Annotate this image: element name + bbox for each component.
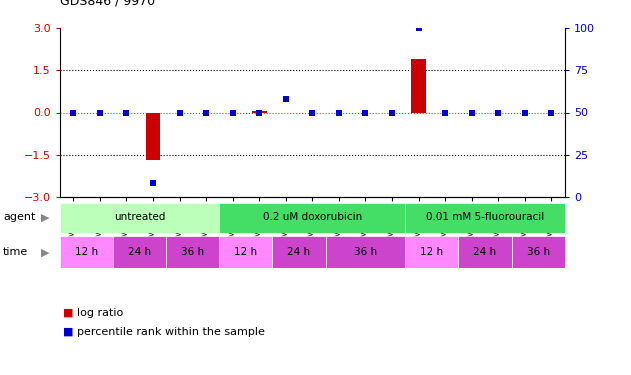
- Text: ■: ■: [63, 327, 74, 337]
- Point: [201, 110, 211, 116]
- Text: 36 h: 36 h: [181, 247, 204, 257]
- Point: [228, 110, 238, 116]
- Text: log ratio: log ratio: [77, 308, 123, 318]
- Point: [281, 96, 291, 102]
- Bar: [220, 202, 405, 232]
- Bar: [405, 236, 459, 268]
- Text: 0.01 mM 5-fluorouracil: 0.01 mM 5-fluorouracil: [426, 213, 544, 222]
- Text: time: time: [3, 247, 28, 257]
- Bar: [60, 202, 220, 232]
- Point: [493, 110, 504, 116]
- Bar: [252, 111, 266, 112]
- Bar: [405, 202, 565, 232]
- Point: [360, 110, 370, 116]
- Bar: [459, 236, 512, 268]
- Text: 36 h: 36 h: [354, 247, 377, 257]
- Text: 24 h: 24 h: [288, 247, 310, 257]
- Point: [254, 110, 264, 116]
- Bar: [220, 236, 273, 268]
- Bar: [273, 236, 326, 268]
- Bar: [512, 236, 565, 268]
- Point: [95, 110, 105, 116]
- Point: [121, 110, 131, 116]
- Point: [467, 110, 477, 116]
- Point: [520, 110, 530, 116]
- Text: 12 h: 12 h: [234, 247, 257, 257]
- Text: 12 h: 12 h: [75, 247, 98, 257]
- Bar: [411, 59, 426, 112]
- Text: ▶: ▶: [41, 247, 49, 257]
- Text: agent: agent: [3, 213, 35, 222]
- Text: 12 h: 12 h: [420, 247, 444, 257]
- Text: 36 h: 36 h: [527, 247, 550, 257]
- Text: 24 h: 24 h: [473, 247, 497, 257]
- Point: [68, 110, 78, 116]
- Point: [546, 110, 557, 116]
- Text: untreated: untreated: [114, 213, 165, 222]
- Text: percentile rank within the sample: percentile rank within the sample: [77, 327, 265, 337]
- Point: [148, 180, 158, 186]
- Text: 24 h: 24 h: [128, 247, 151, 257]
- Point: [413, 25, 423, 31]
- Point: [174, 110, 184, 116]
- Text: GDS846 / 9970: GDS846 / 9970: [60, 0, 155, 8]
- Bar: [60, 236, 113, 268]
- Bar: [326, 236, 405, 268]
- Point: [440, 110, 451, 116]
- Text: ▶: ▶: [41, 213, 49, 222]
- Point: [334, 110, 344, 116]
- Text: 0.2 uM doxorubicin: 0.2 uM doxorubicin: [262, 213, 362, 222]
- Bar: [146, 112, 160, 160]
- Point: [307, 110, 317, 116]
- Point: [387, 110, 397, 116]
- Bar: [113, 236, 166, 268]
- Bar: [166, 236, 220, 268]
- Text: ■: ■: [63, 308, 74, 318]
